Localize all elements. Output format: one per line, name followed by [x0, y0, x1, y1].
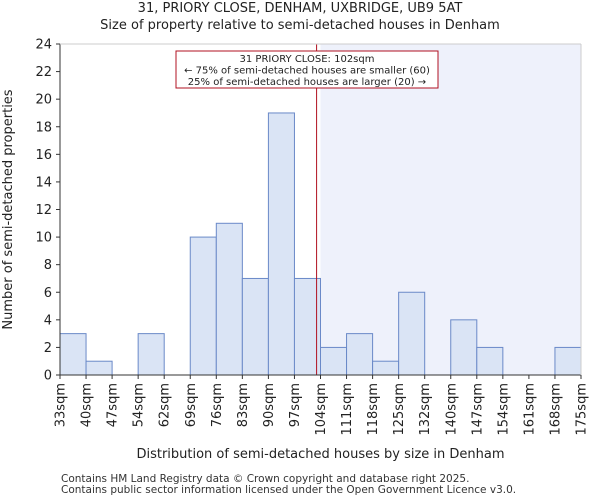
x-tick-label: 111sqm [340, 383, 355, 436]
x-tick-label: 118sqm [366, 383, 381, 436]
footer-licence: Contains public sector information licen… [61, 484, 517, 496]
y-tick-label: 16 [35, 148, 52, 163]
footer-copyright: Contains HM Land Registry data © Crown c… [61, 473, 470, 485]
bar-104sqm [320, 346, 348, 376]
x-tick-label: 147sqm [470, 383, 485, 436]
y-tick-label: 0 [44, 369, 52, 384]
x-tick-label: 90sqm [262, 383, 277, 427]
y-tick-label: 4 [44, 313, 52, 328]
x-tick-label: 69sqm [184, 383, 199, 427]
x-tick-label: 161sqm [522, 383, 537, 436]
page-title: 31, PRIORY CLOSE, DENHAM, UXBRIDGE, UB9 … [137, 1, 463, 16]
x-tick-label: 76sqm [210, 383, 225, 427]
y-tick-label: 10 [35, 231, 52, 246]
x-tick-label: 168sqm [548, 383, 563, 436]
y-tick-label: 22 [35, 65, 52, 80]
y-tick-label: 18 [35, 120, 52, 135]
bar-118sqm [372, 360, 400, 376]
x-tick-label: 132sqm [418, 383, 433, 436]
x-tick-label: 104sqm [314, 383, 329, 436]
y-tick-label: 2 [44, 341, 52, 356]
bar-90sqm [267, 112, 295, 376]
bar-83sqm [241, 277, 269, 376]
annotation-line-2: ← 75% of semi-detached houses are smalle… [184, 66, 430, 77]
y-tick-label: 12 [35, 203, 52, 218]
annotation-box [175, 50, 439, 89]
y-tick-label: 14 [35, 175, 52, 190]
x-tick-label: 97sqm [288, 383, 303, 427]
y-tick-label: 8 [44, 258, 52, 273]
x-tick-label: 62sqm [158, 383, 173, 427]
bar-69sqm [189, 236, 217, 376]
x-tick-label: 83sqm [236, 383, 251, 427]
x-tick-label: 33sqm [54, 383, 69, 427]
bar-54sqm [137, 333, 165, 376]
annotation-line-1: 31 PRIORY CLOSE: 102sqm [240, 54, 375, 65]
annotation-line-3: 25% of semi-detached houses are larger (… [188, 77, 426, 88]
bar-140sqm [450, 319, 478, 376]
bar-40sqm [85, 360, 113, 376]
bar-33sqm [59, 333, 87, 376]
bar-111sqm [346, 333, 374, 376]
x-tick-label: 47sqm [106, 383, 121, 427]
x-tick-label: 154sqm [496, 383, 511, 436]
property-annotation: 31 PRIORY CLOSE: 102sqm ← 75% of semi-de… [175, 50, 439, 89]
x-tick-label: 40sqm [80, 383, 95, 427]
y-tick-label: 6 [44, 286, 52, 301]
x-tick-label: 175sqm [575, 383, 590, 436]
bar-168sqm [554, 346, 582, 376]
y-axis-label: Number of semi-detached properties [1, 89, 16, 329]
bar-125sqm [398, 291, 426, 376]
x-tick-label: 140sqm [444, 383, 459, 436]
x-tick-label: 125sqm [392, 383, 407, 436]
chart-subtitle: Size of property relative to semi-detach… [100, 18, 500, 33]
x-tick-label: 54sqm [132, 383, 147, 427]
y-tick-label: 24 [35, 38, 52, 53]
y-tick-label: 20 [35, 93, 52, 108]
bar-76sqm [215, 222, 243, 376]
x-axis-label: Distribution of semi-detached houses by … [136, 447, 504, 462]
bar-147sqm [476, 346, 504, 376]
